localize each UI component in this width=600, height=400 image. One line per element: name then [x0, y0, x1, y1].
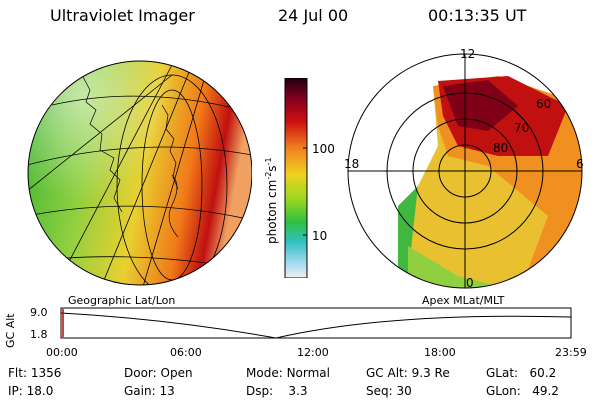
- mode-status: Mode: Normal: [246, 366, 330, 380]
- timeline-tick-1200: 12:00: [297, 346, 329, 359]
- polar-panel-label: Apex MLat/MLT: [422, 294, 505, 307]
- lat-label-70: 70: [514, 121, 529, 135]
- timeline-y-low: 1.8: [30, 328, 48, 341]
- altitude-timeline: [60, 307, 572, 339]
- timeline-tick-0000: 00:00: [46, 346, 78, 359]
- ip-value: IP: 18.0: [8, 384, 54, 398]
- polar-plot: 12 18 6 0 60 70 80: [344, 47, 584, 290]
- lat-label-60: 60: [536, 97, 551, 111]
- mlt-label-6: 6: [576, 157, 584, 171]
- colorbar-tick-100: 100: [312, 142, 335, 156]
- flight-number: Flt: 1356: [8, 366, 62, 380]
- door-status: Door: Open: [124, 366, 193, 380]
- mlt-label-0: 0: [466, 276, 474, 290]
- colorbar-tick-10: 10: [312, 229, 328, 243]
- sequence-number: Seq: 30: [366, 384, 412, 398]
- timeline-y-high: 9.0: [30, 306, 48, 319]
- gc-altitude: GC Alt: 9.3 Re: [366, 366, 450, 380]
- image-time: 00:13:35 UT: [428, 6, 527, 25]
- geographic-image: [27, 60, 252, 286]
- image-date: 24 Jul 00: [278, 6, 349, 25]
- lat-label-80: 80: [493, 141, 508, 155]
- colorbar-unit-label: photon cm-2s-1: [264, 157, 279, 244]
- dsp-value: Dsp: 3.3: [246, 384, 308, 398]
- mlt-label-12: 12: [460, 47, 475, 61]
- timeline-tick-0600: 06:00: [170, 346, 202, 359]
- mlt-label-18: 18: [344, 157, 359, 171]
- geographic-panel-label: Geographic Lat/Lon: [68, 294, 176, 307]
- timeline-axis-label: GC Alt: [4, 313, 17, 348]
- timeline-tick-2359: 23:59: [555, 346, 587, 359]
- geographic-latitude: GLat: 60.2: [486, 366, 557, 380]
- timeline-tick-1800: 18:00: [424, 346, 456, 359]
- geographic-longitude: GLon: 49.2: [486, 384, 559, 398]
- instrument-title: Ultraviolet Imager: [50, 6, 195, 25]
- gain-value: Gain: 13: [124, 384, 175, 398]
- colorbar: [284, 78, 308, 278]
